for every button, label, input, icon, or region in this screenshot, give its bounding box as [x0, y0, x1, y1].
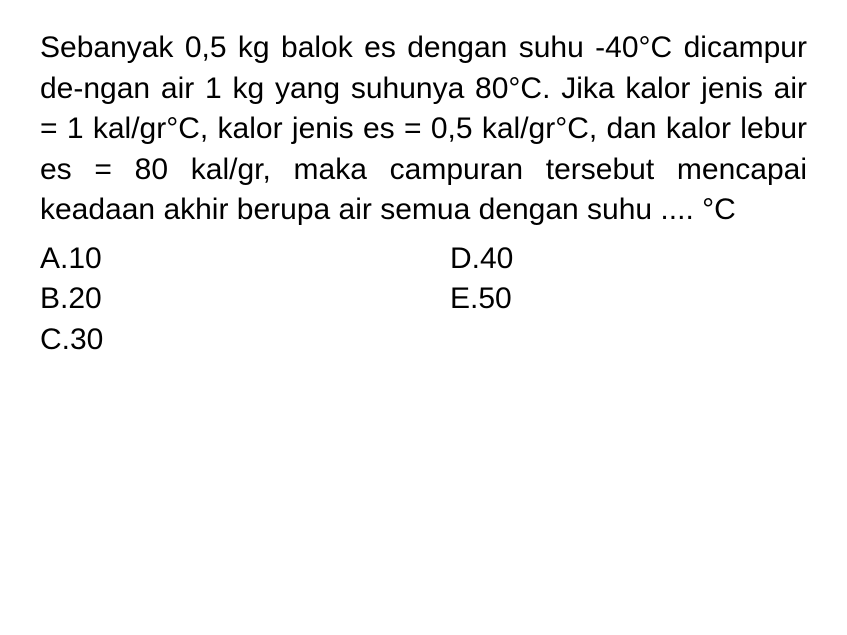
question-text: Sebanyak 0,5 kg balok es dengan suhu -40…	[40, 28, 807, 231]
option-b: B.20	[40, 279, 450, 320]
option-a: A.10	[40, 239, 450, 280]
options-right-column: D.40 E.50	[450, 239, 807, 361]
option-e: E.50	[450, 279, 807, 320]
options-container: A.10 B.20 C.30 D.40 E.50	[40, 239, 807, 361]
option-c: C.30	[40, 320, 450, 361]
option-d: D.40	[450, 239, 807, 280]
options-left-column: A.10 B.20 C.30	[40, 239, 450, 361]
